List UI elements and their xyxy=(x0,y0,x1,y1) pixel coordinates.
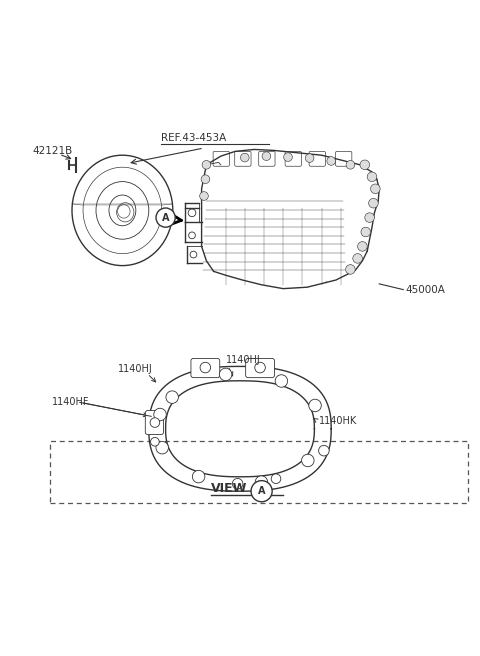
Circle shape xyxy=(284,153,292,161)
Circle shape xyxy=(358,241,367,251)
Circle shape xyxy=(201,175,210,184)
Circle shape xyxy=(200,192,208,200)
Text: REF.43-453A: REF.43-453A xyxy=(161,133,226,144)
Circle shape xyxy=(200,362,211,373)
Circle shape xyxy=(156,441,168,454)
Text: VIEW: VIEW xyxy=(211,482,248,495)
Circle shape xyxy=(346,161,355,169)
Circle shape xyxy=(154,408,166,420)
Circle shape xyxy=(327,157,336,165)
Circle shape xyxy=(232,478,243,489)
Circle shape xyxy=(361,227,371,237)
Circle shape xyxy=(156,208,175,227)
Circle shape xyxy=(353,254,362,263)
Circle shape xyxy=(150,418,160,427)
Circle shape xyxy=(360,160,370,170)
Circle shape xyxy=(365,213,374,222)
Circle shape xyxy=(255,362,265,373)
Circle shape xyxy=(275,375,288,387)
Text: 1140HJ: 1140HJ xyxy=(226,355,260,365)
Circle shape xyxy=(301,454,314,466)
Circle shape xyxy=(271,474,281,483)
FancyBboxPatch shape xyxy=(145,411,164,434)
Text: 45000A: 45000A xyxy=(406,285,445,295)
Circle shape xyxy=(309,400,321,412)
Circle shape xyxy=(219,368,232,380)
Text: 42121B: 42121B xyxy=(33,146,73,156)
Circle shape xyxy=(255,476,268,488)
Circle shape xyxy=(166,391,179,403)
Text: A: A xyxy=(162,213,169,222)
Text: A: A xyxy=(258,486,265,496)
FancyBboxPatch shape xyxy=(246,358,275,378)
Circle shape xyxy=(262,152,271,161)
Circle shape xyxy=(305,154,314,163)
Circle shape xyxy=(151,438,159,446)
Text: 1140HF: 1140HF xyxy=(52,398,89,407)
Circle shape xyxy=(346,264,355,274)
Text: 1140HJ: 1140HJ xyxy=(118,364,152,374)
Circle shape xyxy=(202,161,211,169)
Circle shape xyxy=(192,470,205,483)
Circle shape xyxy=(319,445,329,456)
Circle shape xyxy=(240,154,249,162)
Circle shape xyxy=(367,172,377,182)
Circle shape xyxy=(369,198,378,208)
Circle shape xyxy=(371,184,380,194)
FancyBboxPatch shape xyxy=(191,358,220,378)
Text: 1140HK: 1140HK xyxy=(319,416,358,426)
Circle shape xyxy=(251,481,272,502)
